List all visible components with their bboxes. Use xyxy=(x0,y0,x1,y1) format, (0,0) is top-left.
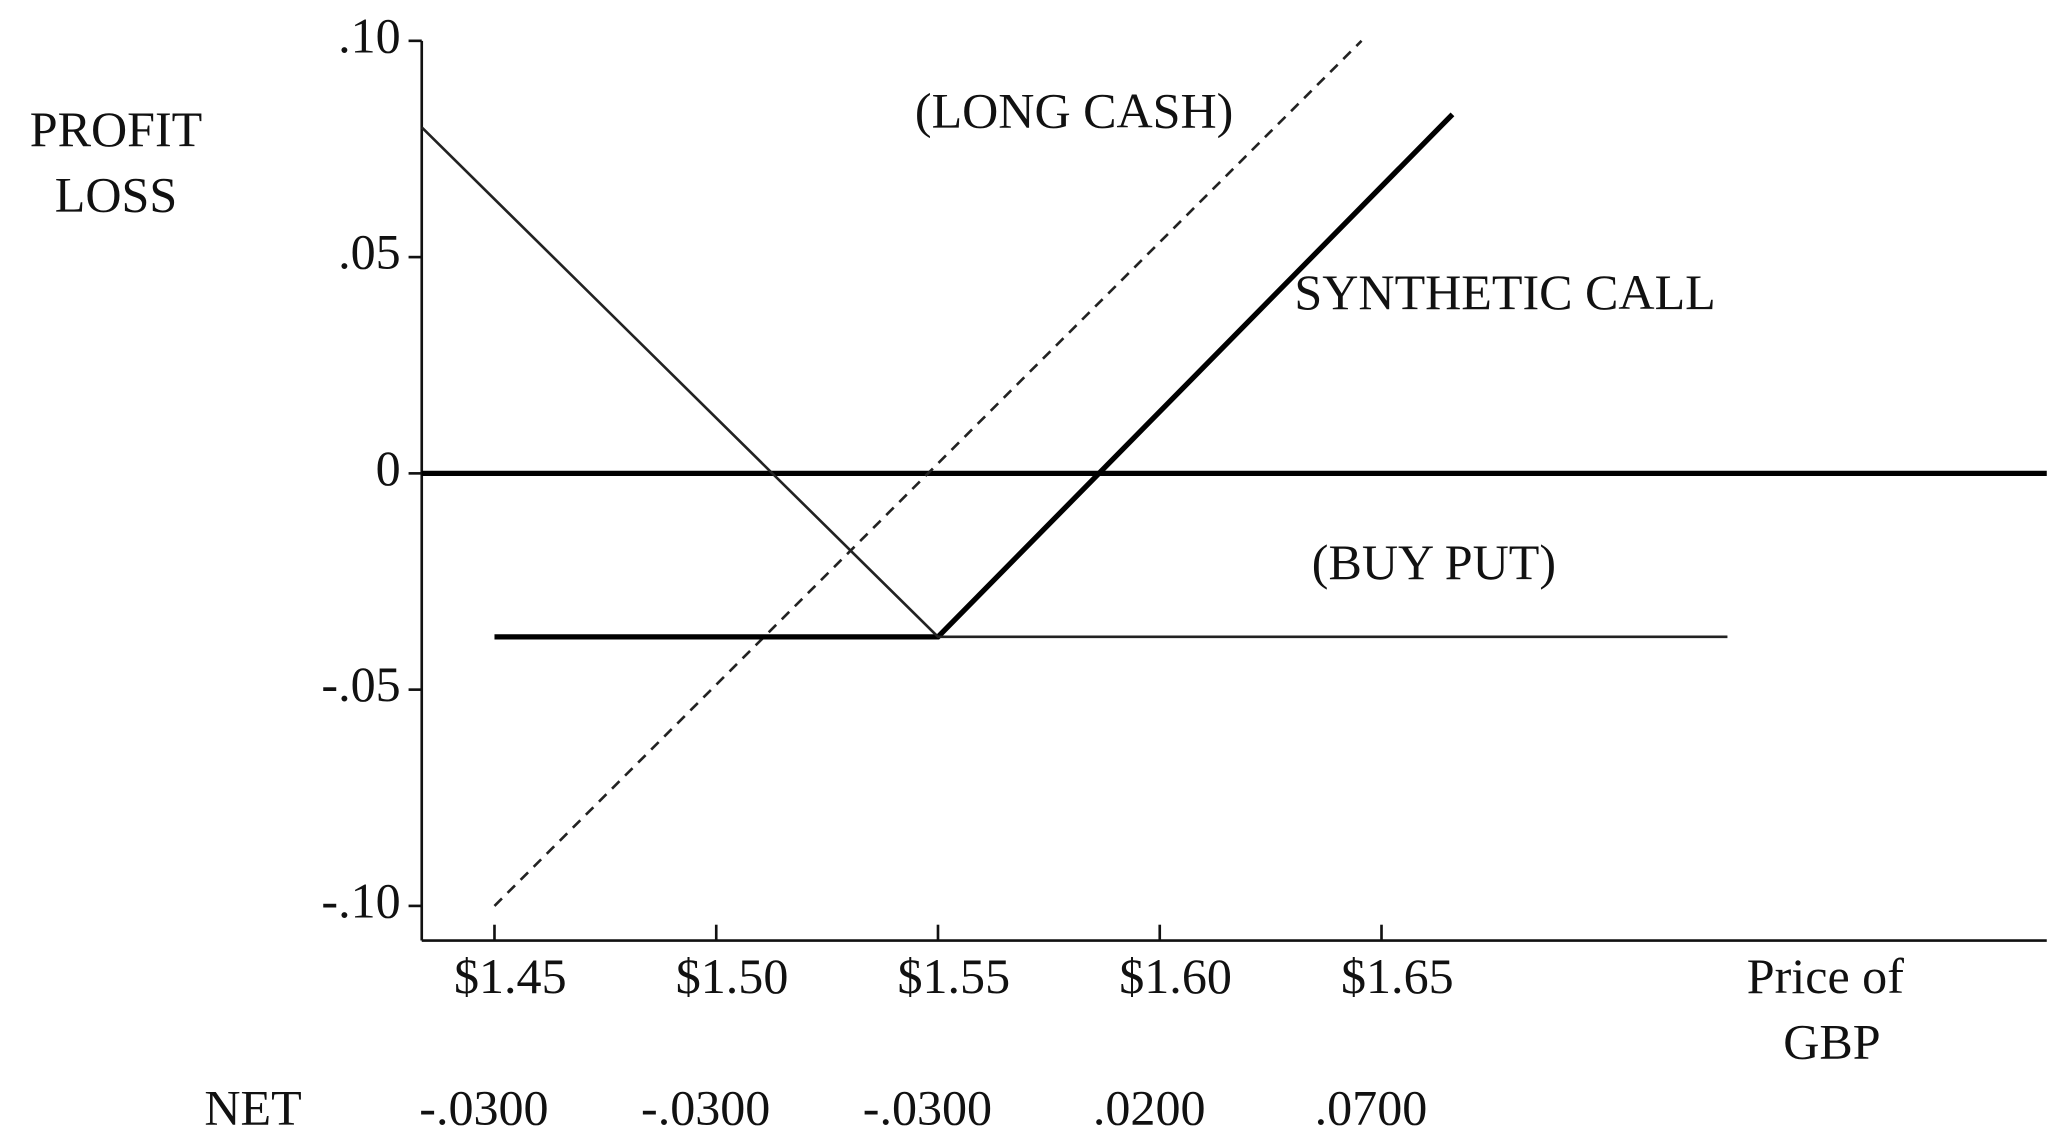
x-tick-label: $1.65 xyxy=(1341,948,1454,1004)
series-line xyxy=(420,126,1728,639)
net-value: .0200 xyxy=(1093,1080,1206,1136)
x-axis-label: GBP xyxy=(1783,1014,1880,1070)
y-tick-label: .10 xyxy=(338,7,401,63)
y-tick-label: .05 xyxy=(338,224,401,280)
x-tick-label: $1.55 xyxy=(897,948,1010,1004)
net-value: -.0300 xyxy=(419,1080,548,1136)
series-line xyxy=(493,39,1363,907)
series-label: SYNTHETIC CALL xyxy=(1294,264,1715,320)
series-label: (LONG CASH) xyxy=(915,82,1233,138)
x-tick-label: $1.45 xyxy=(454,948,567,1004)
net-value: -.0300 xyxy=(863,1080,992,1136)
x-axis-label: Price of xyxy=(1747,948,1904,1004)
series-label: (BUY PUT) xyxy=(1312,534,1556,590)
series-line xyxy=(494,112,1455,640)
y-axis-label: LOSS xyxy=(55,167,177,223)
net-value: -.0300 xyxy=(641,1080,770,1136)
net-value: .0700 xyxy=(1315,1080,1428,1136)
x-tick-label: $1.60 xyxy=(1119,948,1232,1004)
y-tick-label: -.10 xyxy=(321,872,400,928)
net-label: NET xyxy=(204,1080,301,1136)
x-tick-label: $1.50 xyxy=(676,948,789,1004)
y-axis-label: PROFIT xyxy=(30,101,202,157)
y-tick-label: 0 xyxy=(376,440,401,496)
y-tick-label: -.05 xyxy=(321,656,400,712)
